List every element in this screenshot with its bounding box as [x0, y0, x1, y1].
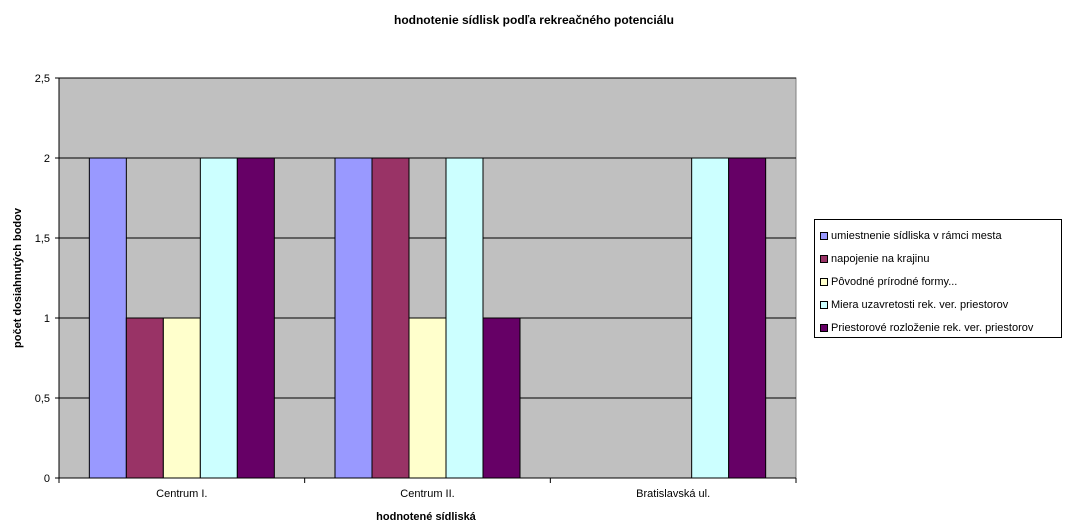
legend-swatch [820, 231, 828, 240]
bar [482, 317, 521, 479]
chart-title: hodnotenie sídlisk podľa rekreačného pot… [394, 13, 674, 27]
legend-swatch [820, 254, 828, 263]
x-axis-title: hodnotené sídliská [376, 511, 477, 523]
bar [445, 157, 484, 479]
bar [334, 157, 373, 479]
y-axis-title: počet dosiahnutých bodov [12, 207, 24, 348]
legend-swatch [820, 323, 828, 332]
legend-item: umiestnenie sídliska v rámci mesta [820, 224, 1061, 247]
bar [691, 157, 730, 479]
legend: umiestnenie sídliska v rámci mesta napoje… [814, 219, 1062, 338]
bar [88, 157, 127, 479]
bar [408, 317, 447, 479]
y-tick-labels: 0 0,5 1 1,5 2 2,5 [35, 73, 59, 485]
bar [125, 317, 164, 479]
bar [728, 157, 767, 479]
x-tick-label: Centrum I. [156, 488, 207, 500]
bar [371, 157, 410, 479]
legend-swatch [820, 300, 828, 309]
axes [58, 78, 796, 479]
y-tick-label: 1 [44, 313, 50, 325]
legend-item: napojenie na krajinu [820, 247, 1061, 270]
x-tick-label: Bratislavská ul. [636, 488, 710, 500]
x-tick-labels: Centrum I. Centrum II. Bratislavská ul. [58, 478, 797, 500]
y-tick-label: 0 [44, 473, 50, 485]
legend-label: Miera uzavretosti rek. ver. priestorov [831, 298, 1009, 311]
y-tick-label: 0,5 [35, 393, 50, 405]
bar [162, 317, 201, 479]
legend-item: Pôvodné prírodné formy... [820, 270, 1061, 293]
y-tick-label: 2,5 [35, 73, 50, 85]
legend-label: Pôvodné prírodné formy... [831, 275, 958, 288]
legend-label: umiestnenie sídliska v rámci mesta [831, 229, 1002, 242]
y-tick-label: 1,5 [35, 233, 50, 245]
legend-label: Priestorové rozloženie rek. ver. priesto… [831, 321, 1034, 334]
bar [236, 157, 275, 479]
y-tick-label: 2 [44, 153, 50, 165]
bars [88, 157, 767, 479]
legend-swatch [820, 277, 828, 286]
legend-label: napojenie na krajinu [831, 252, 930, 265]
legend-item: Priestorové rozloženie rek. ver. priesto… [820, 316, 1061, 339]
x-tick-label: Centrum II. [400, 488, 454, 500]
legend-item: Miera uzavretosti rek. ver. priestorov [820, 293, 1061, 316]
bar [199, 157, 238, 479]
